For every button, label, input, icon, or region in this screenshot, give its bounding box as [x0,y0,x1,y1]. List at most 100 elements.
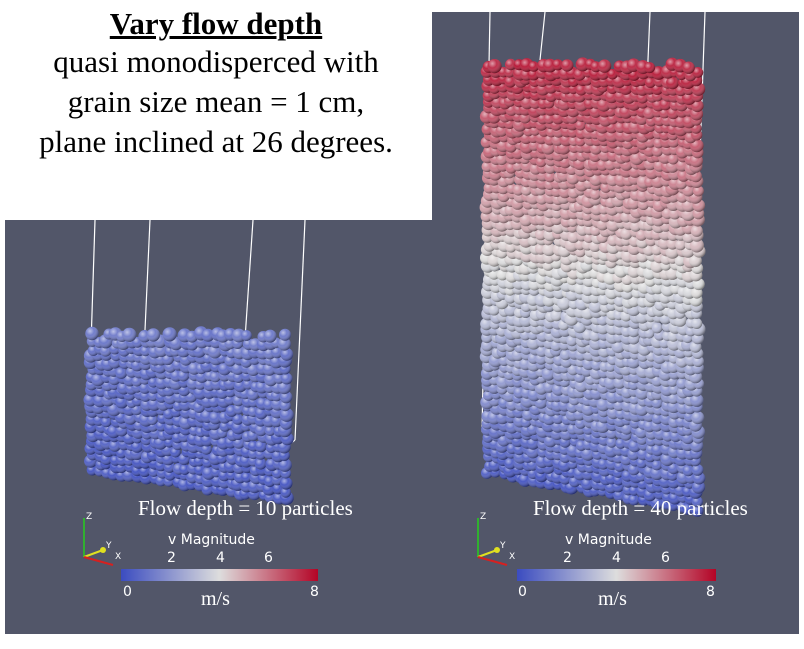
right-particle-shading [682,61,695,74]
right-particle-shading [651,322,663,334]
left-colorbar [121,569,318,581]
left-particle-shading [279,407,294,422]
left-colorbar-unit: m/s [201,588,230,610]
left-particle-shading [254,423,268,437]
right-particle-shading [519,213,533,227]
left-axis-z-label: Z [86,512,93,522]
right-axis-y-label: Y [500,541,506,551]
right-particle-shading [691,496,703,508]
right-particle-shading [561,59,574,72]
right-particle-shading [544,171,556,183]
right-particle-shading [597,59,612,73]
left-particle-shading [100,416,112,428]
right-particle-shading [627,264,641,278]
right-particle-shading [691,464,704,476]
left-particle-shading [232,413,244,425]
left-particle-shading [233,402,245,415]
left-colorbar-tick-2: 2 [167,550,176,566]
right-particle-shading [488,304,500,316]
left-particle-shading [208,411,222,425]
left-particle-shading [201,443,212,455]
left-particle-shading [209,371,221,383]
right-colorbar [517,569,716,581]
right-flow-depth-caption: Flow depth = 40 particles [533,496,748,520]
left-particle-shading [279,477,293,490]
right-particle-shading [628,494,640,506]
left-particle-shading [207,344,222,359]
right-particle-shading [581,477,594,491]
right-particle-shading [644,62,656,74]
right-colorbar-tick-6: 6 [661,550,670,566]
left-particle-shading [277,337,291,351]
right-colorbar-title: v Magnitude [565,532,652,548]
right-particle-shading [674,255,686,267]
left-particle-shading [122,327,137,342]
right-colorbar-tick-2: 2 [563,550,572,566]
left-colorbar-tick-4: 4 [216,550,225,566]
right-particle-shading [589,188,601,200]
right-colorbar-min-label: 0 [518,584,527,600]
right-particle-shading [691,504,704,517]
left-particle-shading [280,487,292,498]
right-particle-shading [557,296,571,310]
left-colorbar-max-label: 8 [310,584,319,600]
left-particle-shading [279,328,291,341]
right-particle-shading [535,228,547,241]
right-particle-shading [689,238,704,253]
right-particle-shading [628,463,640,476]
right-particle-shading [583,232,595,243]
left-particle-bed [83,326,294,505]
right-particle-shading [487,59,502,74]
right-particle-bed [479,57,706,517]
right-axis-x-label: X [509,552,516,562]
left-particle-shading [116,447,127,459]
right-particle-shading [496,269,509,281]
right-particle-shading [480,317,493,331]
left-colorbar-min-label: 0 [123,584,132,600]
left-particle-shading [85,326,99,341]
left-axis-y-label: Y [106,541,112,551]
right-particle-shading [668,384,680,395]
right-particle-shading [651,412,664,425]
left-particle-shading [271,346,283,359]
right-particle-shading [521,184,532,196]
left-particle-shading [130,440,144,453]
right-particle-shading [690,393,704,407]
right-particle-shading [682,503,694,515]
right-particle-shading [690,224,703,237]
right-particle-shading [691,411,705,425]
left-particle-shading [83,393,97,407]
title-heading: Vary flow depth [109,6,323,41]
right-particle-shading [550,309,563,322]
left-particle-shading [233,372,244,383]
right-colorbar-tick-4: 4 [612,550,621,566]
left-particle-shading [254,457,267,470]
left-particle-shading [254,440,267,453]
left-particle-shading [272,468,283,479]
right-particle-shading [566,171,580,185]
left-particle-shading [115,367,128,379]
right-particle-shading [666,238,679,250]
left-particle-shading [278,458,292,472]
right-particle-shading [682,465,694,477]
left-particle-shading [280,372,293,385]
title-line-1: quasi monodisperced with [53,44,379,79]
right-particle-shading [691,318,703,329]
left-particle-shading [147,414,158,426]
left-axis-x-label: X [115,552,122,562]
right-particle-shading [613,376,626,389]
right-particle-shading [650,466,664,481]
left-particle-shading [108,439,121,452]
left-colorbar-title: v Magnitude [168,532,255,548]
left-particle-shading [241,330,252,341]
right-particle-shading [596,397,610,412]
right-particle-shading [651,459,663,471]
left-colorbar-tick-6: 6 [264,550,273,566]
left-particle-shading [162,327,177,342]
left-particle-shading [139,352,153,365]
right-particle-shading [693,185,704,197]
right-particle-shading [512,184,525,196]
right-particle-shading [504,292,516,304]
left-particle-shading [263,329,277,343]
